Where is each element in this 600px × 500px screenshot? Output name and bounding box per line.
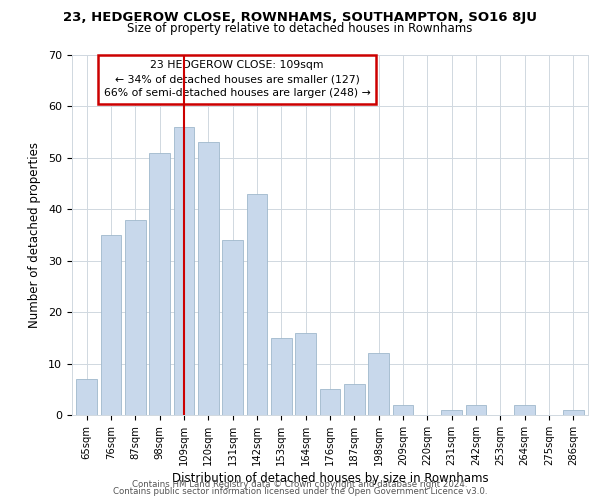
Text: 23, HEDGEROW CLOSE, ROWNHAMS, SOUTHAMPTON, SO16 8JU: 23, HEDGEROW CLOSE, ROWNHAMS, SOUTHAMPTO… bbox=[63, 11, 537, 24]
Bar bbox=[563, 410, 584, 415]
Bar bbox=[344, 384, 365, 415]
Bar bbox=[101, 235, 121, 415]
Y-axis label: Number of detached properties: Number of detached properties bbox=[28, 142, 41, 328]
Bar bbox=[149, 152, 170, 415]
X-axis label: Distribution of detached houses by size in Rownhams: Distribution of detached houses by size … bbox=[172, 472, 488, 485]
Bar bbox=[442, 410, 462, 415]
Bar bbox=[368, 354, 389, 415]
Bar bbox=[222, 240, 243, 415]
Text: 23 HEDGEROW CLOSE: 109sqm
← 34% of detached houses are smaller (127)
66% of semi: 23 HEDGEROW CLOSE: 109sqm ← 34% of detac… bbox=[104, 60, 370, 98]
Bar bbox=[125, 220, 146, 415]
Bar bbox=[392, 404, 413, 415]
Bar bbox=[271, 338, 292, 415]
Bar bbox=[76, 379, 97, 415]
Bar bbox=[295, 332, 316, 415]
Bar bbox=[173, 127, 194, 415]
Text: Contains HM Land Registry data © Crown copyright and database right 2024.: Contains HM Land Registry data © Crown c… bbox=[132, 480, 468, 489]
Text: Contains public sector information licensed under the Open Government Licence v3: Contains public sector information licen… bbox=[113, 488, 487, 496]
Text: Size of property relative to detached houses in Rownhams: Size of property relative to detached ho… bbox=[127, 22, 473, 35]
Bar bbox=[514, 404, 535, 415]
Bar bbox=[466, 404, 487, 415]
Bar bbox=[320, 390, 340, 415]
Bar bbox=[198, 142, 218, 415]
Bar bbox=[247, 194, 268, 415]
